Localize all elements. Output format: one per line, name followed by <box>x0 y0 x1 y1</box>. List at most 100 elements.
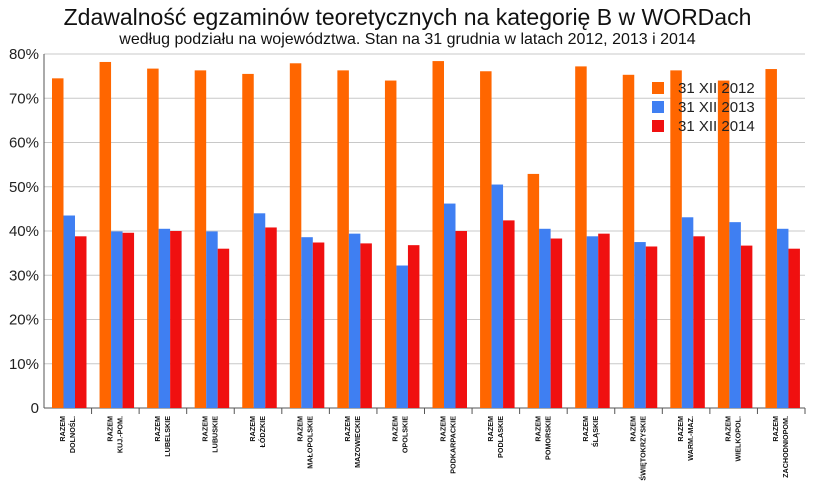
bar-2014 <box>312 242 325 408</box>
x-category-label-line: RAZEM <box>438 416 447 442</box>
x-category-label-line: RAZEM <box>486 416 495 442</box>
x-category-label: RAZEM ZACHODNIOPOM. <box>771 416 790 478</box>
y-tick-label: 10% <box>9 356 39 373</box>
legend-label-2014: 31 XII 2014 <box>678 118 755 135</box>
bar-2013 <box>301 237 313 408</box>
x-category-label-line: RAZEM <box>581 416 590 442</box>
x-category-label: RAZEM ŚLĄSKIE <box>581 416 600 447</box>
x-category-label: RAZEM LUBUSKIE <box>200 416 219 453</box>
x-category-label-line: KUJ.-POM. <box>115 416 124 453</box>
legend-swatch-2014 <box>652 120 664 132</box>
x-category-label-line: LUBELSKIE <box>163 416 172 457</box>
bar-2012 <box>670 70 682 408</box>
x-category-label-line: RAZEM <box>629 416 638 442</box>
x-category-label-line: RAZEM <box>248 416 257 442</box>
x-category-label: RAZEM ŁÓDZKIE <box>248 416 267 448</box>
x-category-label-line: RAZEM <box>771 416 780 442</box>
bar-2014 <box>598 233 610 408</box>
y-tick-label: 80% <box>9 46 39 63</box>
y-axis-ticks: 0 10% 20% 30% 40% 50% 60% 70% 80% <box>9 46 39 417</box>
bar-2014 <box>217 248 230 408</box>
bar-2014 <box>170 231 182 408</box>
x-category-label: RAZEM OPOLSKIE <box>391 416 410 453</box>
bar-2013 <box>111 231 123 408</box>
x-category-label-line: LUBUSKIE <box>210 416 219 453</box>
x-category-label-line: DOLNOŚL. <box>68 416 77 453</box>
y-tick-label: 70% <box>9 90 39 107</box>
x-category-label-line: MAŁOPOLSKIE <box>306 416 315 469</box>
x-category-label: RAZEM MAŁOPOLSKIE <box>296 416 315 469</box>
bar-2014 <box>360 243 372 408</box>
bar-2012 <box>622 74 635 409</box>
bar-2014 <box>122 232 135 408</box>
bar-2012 <box>242 73 254 408</box>
bar-2012 <box>432 61 444 409</box>
bar-2012 <box>147 68 159 408</box>
bar-2013 <box>539 228 551 408</box>
y-tick-label: 30% <box>9 267 39 284</box>
x-category-label-line: RAZEM <box>105 416 114 442</box>
bar-2013 <box>206 231 218 408</box>
x-category-label: RAZEM DOLNOŚL. <box>58 416 77 453</box>
bar-2013 <box>348 233 361 408</box>
x-category-label: RAZEM POMORSKIE <box>533 416 552 460</box>
bar-2014 <box>645 246 658 408</box>
bar-2014 <box>503 220 515 408</box>
x-category-label-line: RAZEM <box>343 416 352 442</box>
x-category-label-line: RAZEM <box>676 416 685 442</box>
x-category-label-line: RAZEM <box>296 416 305 442</box>
x-axis-labels: RAZEM DOLNOŚL. RAZEM KUJ.-POM. RAZEM LUBELSKI… <box>58 416 790 481</box>
legend-label-2012: 31 XII 2012 <box>678 80 755 97</box>
bar-2012 <box>480 71 492 408</box>
x-category-label-line: RAZEM <box>533 416 542 442</box>
bar-2013 <box>63 215 75 408</box>
y-tick-label: 0 <box>31 400 39 417</box>
x-category-label: RAZEM ŚWIĘTOKRZYSKIE <box>629 416 648 481</box>
bar-2012 <box>527 173 540 408</box>
x-category-label: RAZEM WIELKOPOL. <box>724 416 743 462</box>
bar-2014 <box>265 227 277 408</box>
bar-2014 <box>693 236 705 408</box>
x-category-label-line: WIELKOPOL. <box>734 416 743 462</box>
bar-2012 <box>384 80 397 409</box>
x-category-label-line: MAZOWIECKIE <box>353 416 362 468</box>
bar-2014 <box>407 245 420 408</box>
x-axis-ticks <box>91 408 806 414</box>
bar-2013 <box>586 236 599 408</box>
x-category-label-line: ŚWIĘTOKRZYSKIE <box>639 416 648 481</box>
bar-2013 <box>491 184 504 408</box>
legend: 31 XII 2012 31 XII 2013 31 XII 2014 <box>652 80 755 135</box>
legend-swatch-2012 <box>652 82 664 94</box>
bar-2014 <box>788 248 800 408</box>
x-category-label-line: RAZEM <box>58 416 67 442</box>
x-category-label-line: ŚLĄSKIE <box>591 416 600 447</box>
x-category-label-line: POMORSKIE <box>543 416 552 460</box>
x-category-label: RAZEM PODKARPACKIE <box>438 416 457 474</box>
y-tick-label: 50% <box>9 179 39 196</box>
bar-2014 <box>75 236 87 408</box>
x-category-label-line: PODLASKIE <box>496 416 505 458</box>
bar-2012 <box>52 78 64 409</box>
bar-2012 <box>717 80 730 409</box>
bar-2012 <box>765 69 777 409</box>
x-category-label-line: OPOLSKIE <box>401 416 410 453</box>
bar-2013 <box>444 203 456 408</box>
legend-swatch-2013 <box>652 101 664 113</box>
bar-2013 <box>729 222 741 408</box>
bar-2012 <box>194 70 207 408</box>
y-tick-label: 20% <box>9 312 39 329</box>
chart-subtitle: według podziału na województwa. Stan na … <box>119 31 696 48</box>
bar-2013 <box>776 228 789 408</box>
x-category-label-line: RAZEM <box>200 416 209 442</box>
bar-2013 <box>681 217 694 408</box>
bar-2014 <box>740 245 753 408</box>
x-category-label: RAZEM MAZOWIECKIE <box>343 416 362 468</box>
x-category-label-line: WARM.-MAZ. <box>686 416 695 461</box>
bar-2014 <box>455 231 467 408</box>
bar-2012 <box>337 70 349 408</box>
x-category-label: RAZEM LUBELSKIE <box>153 416 172 457</box>
x-category-label-line: PODKARPACKIE <box>448 416 457 474</box>
x-category-label-line: ZACHODNIOPOM. <box>781 416 790 478</box>
bars <box>52 61 800 409</box>
